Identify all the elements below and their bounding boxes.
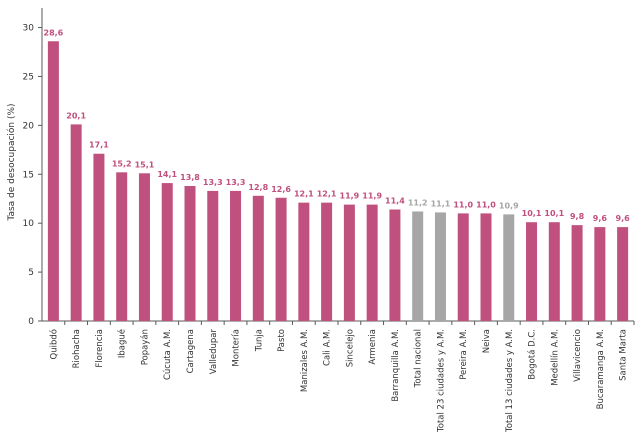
bar — [116, 172, 128, 321]
value-label: 11,4 — [385, 196, 405, 205]
value-label: 10,1 — [544, 209, 564, 218]
bar — [594, 227, 606, 321]
bar — [161, 183, 173, 321]
category-label: Neiva — [482, 329, 492, 353]
bar — [252, 195, 264, 321]
value-label: 13,8 — [180, 173, 200, 182]
category-label: Total 13 ciudades y A.M. — [505, 329, 515, 433]
y-tick-label: 30 — [23, 24, 35, 34]
y-axis-title: Tasa de desocupación (%) — [6, 103, 17, 221]
category-label: Quibdó — [48, 329, 59, 359]
category-label: Barranquilla A.M. — [391, 329, 401, 402]
bar — [548, 222, 560, 321]
value-label: 28,6 — [44, 28, 64, 37]
bar — [70, 124, 82, 321]
value-label: 17,1 — [89, 141, 109, 150]
bar — [321, 202, 333, 321]
category-label: Cali A.M. — [323, 329, 333, 366]
value-label: 15,1 — [135, 160, 155, 169]
value-label: 11,0 — [476, 200, 496, 209]
y-tick-label: 5 — [28, 268, 34, 278]
bar — [457, 213, 469, 321]
category-label: Santa Marta — [619, 329, 629, 381]
value-label: 11,9 — [340, 192, 360, 201]
bars — [47, 41, 629, 321]
value-label: 14,1 — [157, 170, 177, 179]
value-label: 11,9 — [362, 192, 382, 201]
category-label: Pasto — [277, 329, 287, 352]
bar — [526, 222, 538, 321]
value-label: 20,1 — [66, 111, 86, 120]
value-label: 12,8 — [248, 183, 268, 192]
bar — [617, 227, 629, 321]
category-label: Bogotá D.C. — [528, 329, 538, 380]
category-label: Villavicencio — [573, 329, 583, 382]
category-label: Cúcuta A.M. — [163, 329, 173, 380]
value-label: 13,3 — [226, 178, 246, 187]
category-label: Riohacha — [72, 329, 82, 368]
category-label: Cartagena — [186, 329, 196, 373]
y-tick-label: 10 — [23, 219, 35, 229]
value-label: 13,3 — [203, 178, 223, 187]
bar — [571, 225, 583, 321]
bar — [93, 153, 105, 321]
value-label: 10,9 — [499, 201, 519, 210]
bar — [434, 212, 446, 321]
y-tick-label: 15 — [23, 170, 34, 180]
category-label: Montería — [232, 329, 242, 367]
category-label: Armenia — [368, 329, 378, 365]
category-label: Pereira A.M. — [459, 329, 469, 380]
value-label: 9,6 — [593, 214, 608, 223]
bar — [47, 41, 59, 321]
category-label: Sincelejo — [345, 329, 355, 367]
y-axis: 0 5 10 15 20 25 30 — [23, 8, 43, 327]
bar — [343, 204, 355, 321]
category-label: Tunja — [254, 329, 264, 352]
bar — [412, 211, 424, 321]
value-label: 9,8 — [570, 212, 585, 221]
value-label: 11,1 — [431, 199, 451, 208]
bar — [503, 214, 515, 321]
category-label: Medellín A.M. — [550, 329, 560, 386]
value-label: 15,2 — [112, 159, 132, 168]
value-label: 10,1 — [522, 209, 542, 218]
bar — [207, 190, 219, 321]
category-label: Bucaramanga A.M. — [596, 329, 606, 409]
category-label: Ibagué — [117, 329, 128, 358]
x-axis — [42, 320, 635, 325]
value-label: 12,1 — [317, 190, 337, 199]
category-labels: Quibdó Riohacha Florencia Ibagué Popayán Cúcu… — [48, 329, 628, 434]
y-tick-label: 20 — [23, 121, 35, 131]
value-label: 12,1 — [294, 190, 314, 199]
category-label: Total 23 ciudades y A.M. — [436, 329, 446, 433]
value-labels: 28,620,117,115,2 15,114,1 13,813,3 13,312,8… — [44, 28, 631, 223]
value-label: 11,0 — [453, 200, 473, 209]
bar — [275, 197, 287, 321]
category-label: Total nacional — [414, 329, 424, 388]
bar — [298, 202, 310, 321]
value-label: 12,6 — [271, 185, 291, 194]
bar — [366, 204, 378, 321]
value-label: 11,2 — [408, 198, 428, 207]
bar — [480, 213, 492, 321]
y-tick-label: 0 — [28, 317, 34, 327]
bar — [184, 186, 196, 321]
value-label: 9,6 — [616, 214, 631, 223]
category-label: Popayán — [140, 329, 150, 365]
bar — [389, 209, 401, 321]
y-tick-label: 25 — [23, 72, 34, 82]
category-label: Manizales A.M. — [300, 329, 310, 392]
category-label: Florencia — [95, 329, 105, 368]
bar — [230, 190, 242, 321]
category-label: Valledupar — [209, 329, 219, 375]
bar — [138, 173, 150, 321]
